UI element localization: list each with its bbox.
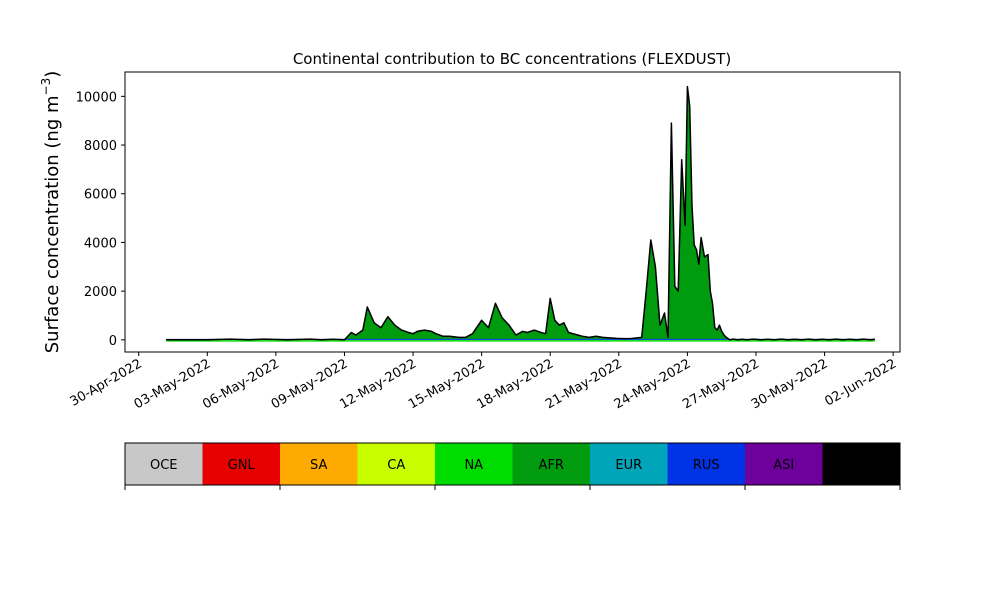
legend-swatch-asi bbox=[745, 443, 823, 485]
legend-swatch-aus bbox=[822, 443, 900, 485]
y-tick-label: 10000 bbox=[76, 90, 117, 105]
legend-label-ca: CA bbox=[387, 458, 405, 473]
y-axis-label-close: ) bbox=[42, 71, 63, 78]
legend-swatch-sa bbox=[280, 443, 358, 485]
legend-swatch-rus bbox=[667, 443, 745, 485]
y-axis-label-text: Surface concentration (ng m bbox=[42, 95, 63, 353]
y-axis-label-unit-exp: −3 bbox=[39, 78, 53, 96]
series-area-afr bbox=[166, 86, 875, 340]
legend-swatch-na bbox=[435, 443, 513, 485]
legend-label-afr: AFR bbox=[539, 458, 564, 473]
legend-frame bbox=[124, 442, 901, 486]
x-tick-label: 06-May-2022 bbox=[200, 356, 282, 412]
y-tick-label: 0 bbox=[109, 334, 117, 349]
plot-frame bbox=[124, 71, 901, 353]
legend-label-sa: SA bbox=[310, 458, 327, 473]
x-tick-label: 12-May-2022 bbox=[337, 356, 419, 412]
x-tick-label: 30-May-2022 bbox=[749, 356, 831, 412]
legend-label-na: NA bbox=[464, 458, 483, 473]
x-tick-label: 03-May-2022 bbox=[132, 356, 214, 412]
legend-label-eur: EUR bbox=[615, 458, 642, 473]
y-tick-label: 4000 bbox=[84, 236, 117, 251]
legend-label-aus: AUS bbox=[848, 458, 875, 473]
x-tick-label: 24-May-2022 bbox=[612, 356, 694, 412]
legend-swatch-eur bbox=[590, 443, 668, 485]
x-tick-label: 09-May-2022 bbox=[269, 356, 351, 412]
series-total-outline bbox=[166, 85, 875, 341]
y-tick-label: 8000 bbox=[84, 139, 117, 154]
legend-colorbar: OCE GNL SA CA NA AFR EUR RUS ASI AUS bbox=[124, 442, 901, 490]
plot-area bbox=[166, 85, 875, 342]
x-tick-label: 02-Jun-2022 bbox=[822, 356, 899, 409]
x-tick-label: 27-May-2022 bbox=[680, 356, 762, 412]
legend-swatch-afr bbox=[512, 443, 590, 485]
y-axis: 0 2000 4000 6000 8000 10000 bbox=[76, 90, 125, 349]
legend-label-rus: RUS bbox=[693, 458, 720, 473]
x-tick-label: 18-May-2022 bbox=[475, 356, 557, 412]
y-tick-label: 6000 bbox=[84, 188, 117, 203]
y-axis-label: Surface concentration (ng m−3) bbox=[39, 71, 63, 354]
x-tick-label: 15-May-2022 bbox=[406, 356, 488, 412]
x-axis: 30-Apr-202203-May-202206-May-202209-May-… bbox=[68, 352, 899, 412]
chart-title: Continental contribution to BC concentra… bbox=[293, 50, 731, 68]
legend-label-gnl: GNL bbox=[228, 458, 256, 473]
legend-label-oce: OCE bbox=[150, 458, 178, 473]
legend-swatch-gnl bbox=[202, 443, 280, 485]
legend-swatch-ca bbox=[357, 443, 435, 485]
svg-text:Surface concentration (ng m−3): Surface concentration (ng m−3) bbox=[39, 71, 63, 354]
legend-swatch-oce bbox=[125, 443, 203, 485]
y-tick-label: 2000 bbox=[84, 285, 117, 300]
x-tick-label: 21-May-2022 bbox=[543, 356, 625, 412]
legend-label-asi: ASI bbox=[773, 458, 794, 473]
